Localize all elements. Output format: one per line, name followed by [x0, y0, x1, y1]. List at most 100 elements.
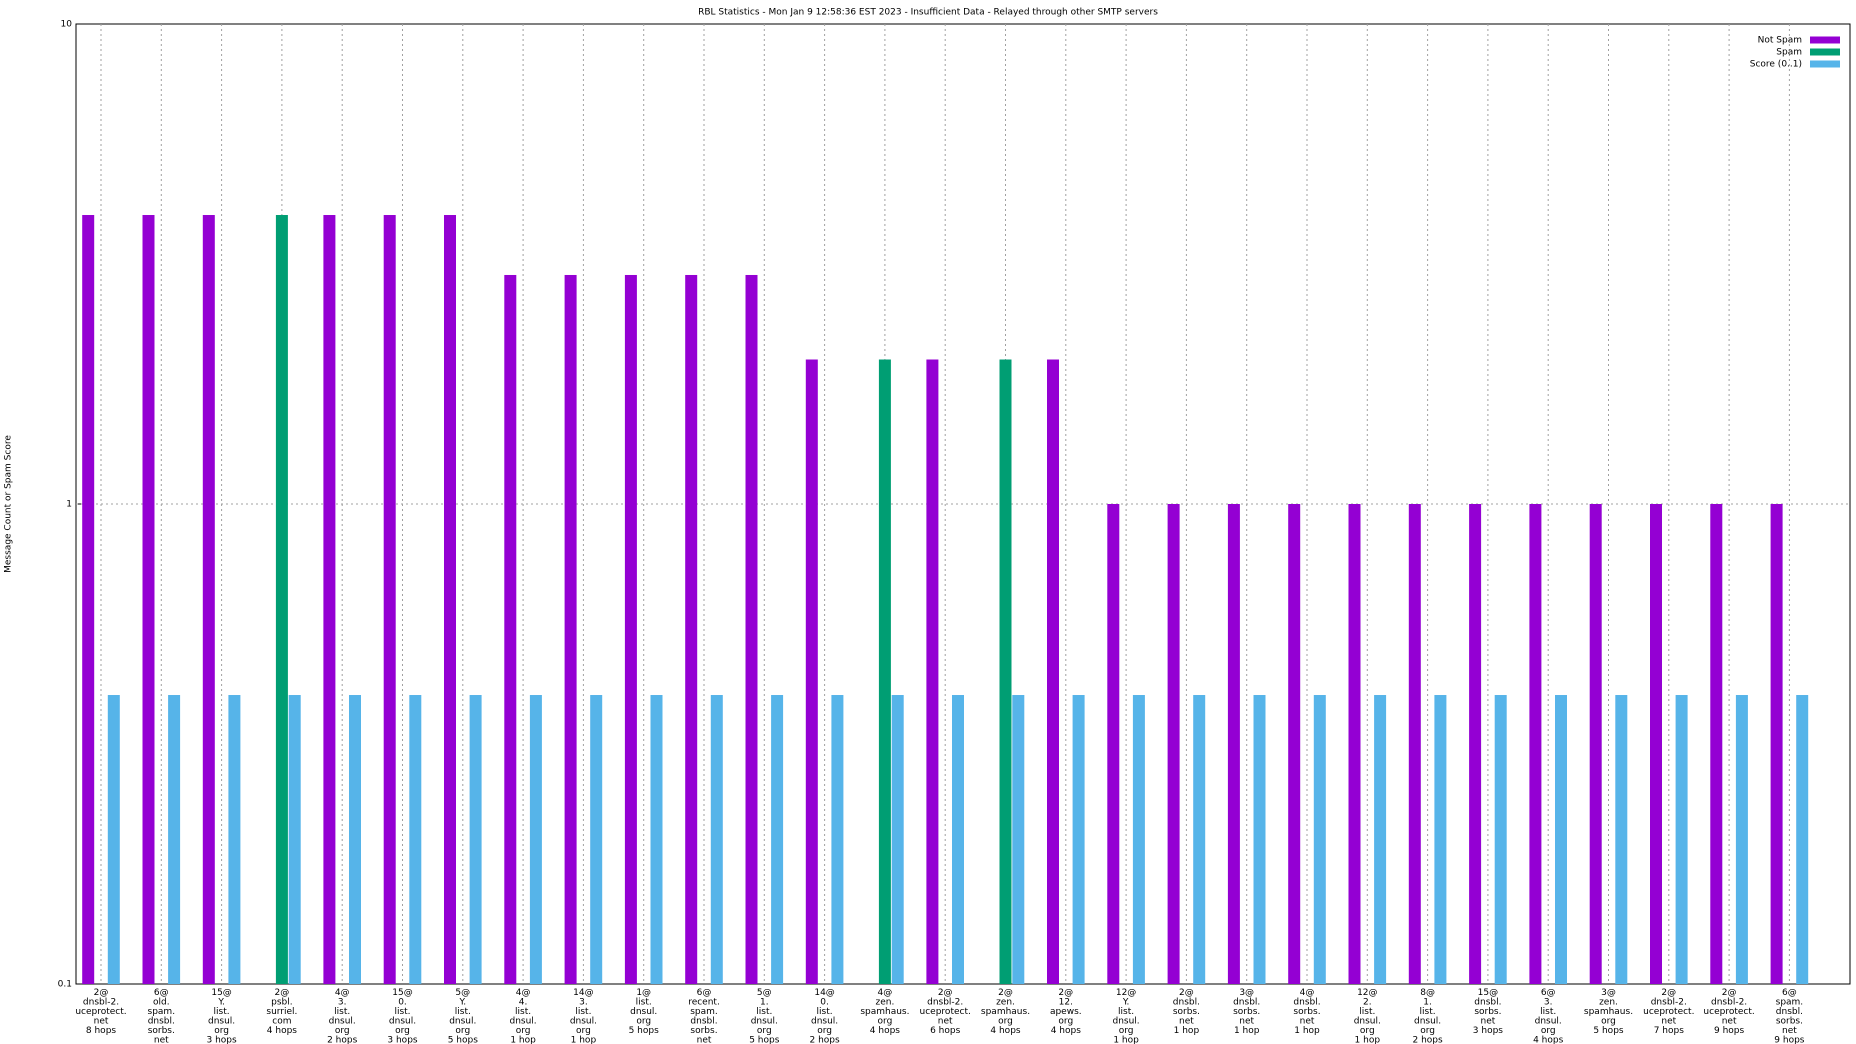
bar: [745, 274, 758, 984]
x-tick-label: 2@ dnsbl-2. uceprotect. net 8 hops: [75, 988, 126, 1036]
bar: [1615, 695, 1628, 984]
bar: [564, 274, 577, 984]
bar: [1253, 695, 1266, 984]
x-tick-label: 8@ 1. list. dnsul. org 2 hops: [1412, 988, 1443, 1044]
bar: [1167, 504, 1180, 984]
y-tick-label: 1: [66, 500, 72, 510]
bar: [409, 695, 422, 984]
x-tick-label: 4@ 4. list. dnsul. org 1 hop: [510, 988, 537, 1044]
bar: [1796, 695, 1809, 984]
bar: [1770, 504, 1783, 984]
x-tick-label: 2@ dnsbl. sorbs. net 1 hop: [1173, 988, 1200, 1036]
bar: [710, 695, 723, 984]
bar: [288, 695, 301, 984]
x-tick-label: 5@ Y. list. dnsul. org 5 hops: [448, 988, 479, 1044]
bar: [1555, 695, 1567, 984]
bar: [952, 695, 964, 984]
bar: [1469, 504, 1482, 984]
bar: [142, 215, 155, 984]
bar: [1227, 504, 1240, 984]
bar: [1675, 695, 1688, 984]
x-tick-label: 12@ 2. list. dnsul. org 1 hop: [1354, 988, 1381, 1044]
bar: [1047, 359, 1059, 984]
x-tick-label: 5@ 1. list. dnsul. org 5 hops: [749, 988, 780, 1044]
x-tick-label: 2@ dnsbl-2. uceprotect. net 6 hops: [920, 988, 971, 1036]
x-tick-label: 15@ Y. list. dnsul. org 3 hops: [206, 988, 237, 1044]
bar: [1012, 695, 1025, 984]
bar: [1650, 504, 1662, 984]
bar: [1288, 504, 1301, 984]
x-tick-label: 15@ 0. list. dnsul. org 3 hops: [387, 988, 418, 1044]
y-tick-label: 10: [61, 20, 73, 30]
bar: [1494, 695, 1507, 984]
bar: [650, 695, 663, 984]
bar: [1072, 695, 1085, 984]
bar: [805, 359, 818, 984]
bar: [529, 695, 542, 984]
legend-swatch: [1810, 60, 1840, 68]
x-tick-label: 1@ list. dnsul. org 5 hops: [629, 988, 660, 1036]
bar: [323, 215, 336, 984]
bar: [1710, 504, 1723, 984]
bar: [1589, 504, 1602, 984]
bar: [1107, 504, 1120, 984]
bar: [275, 215, 288, 984]
bar: [1348, 504, 1361, 984]
legend-label: Not Spam: [1758, 36, 1802, 46]
bar: [228, 695, 241, 984]
bar: [1735, 695, 1748, 984]
bar: [383, 215, 396, 984]
x-tick-label: 4@ zen. spamhaus. org 4 hops: [860, 988, 909, 1036]
x-tick-label: 4@ dnsbl. sorbs. net 1 hop: [1293, 988, 1320, 1036]
x-tick-label: 2@ dnsbl-2. uceprotect. net 7 hops: [1643, 988, 1694, 1036]
legend-label: Score (0..1): [1750, 60, 1802, 70]
y-axis-label: Message Count or Spam Score: [4, 435, 14, 573]
x-tick-label: 6@ spam. dnsbl. sorbs. net 9 hops: [1774, 988, 1805, 1044]
x-tick-label: 3@ dnsbl. sorbs. net 1 hop: [1233, 988, 1260, 1036]
x-tick-label: 2@ dnsbl-2. uceprotect. net 9 hops: [1703, 988, 1754, 1036]
bar: [891, 695, 904, 984]
bar: [926, 359, 939, 984]
x-tick-label: 6@ 3. list. dnsul. org 4 hops: [1533, 988, 1564, 1044]
x-tick-label: 3@ zen. spamhaus. org 5 hops: [1584, 988, 1633, 1036]
bar: [1313, 695, 1326, 984]
bar: [1408, 504, 1421, 984]
x-tick-label: 4@ 3. list. dnsul. org 2 hops: [327, 988, 358, 1044]
chart-title: RBL Statistics - Mon Jan 9 12:58:36 EST …: [698, 8, 1158, 18]
bar: [469, 695, 482, 984]
bar: [1132, 695, 1145, 984]
bar: [1193, 695, 1206, 984]
legend-swatch: [1810, 36, 1840, 44]
bar: [107, 695, 120, 984]
bar: [685, 274, 698, 984]
bar: [624, 274, 637, 984]
bar: [1529, 504, 1542, 984]
x-tick-label: 2@ zen. spamhaus. org 4 hops: [981, 988, 1030, 1036]
x-tick-label: 15@ dnsbl. sorbs. net 3 hops: [1473, 988, 1504, 1036]
bar: [999, 359, 1012, 984]
bar: [878, 359, 891, 984]
legend-swatch: [1810, 48, 1840, 56]
x-tick-label: 2@ 12. apews. org 4 hops: [1050, 988, 1082, 1036]
bar: [831, 695, 844, 984]
bar: [1434, 695, 1447, 984]
x-tick-label: 14@ 3. list. dnsul. org 1 hop: [570, 988, 597, 1044]
bar: [771, 695, 784, 984]
bar: [590, 695, 603, 984]
legend-label: Spam: [1776, 48, 1802, 58]
x-tick-label: 2@ psbl. surriel. com 4 hops: [266, 988, 297, 1036]
bar: [504, 274, 517, 984]
x-tick-label: 12@ Y. list. dnsul. org 1 hop: [1113, 988, 1140, 1044]
bar: [168, 695, 181, 984]
bar: [349, 695, 361, 984]
bar: [444, 215, 456, 984]
x-tick-label: 14@ 0. list. dnsul. org 2 hops: [809, 988, 840, 1044]
bar: [82, 215, 95, 984]
bar: [1374, 695, 1387, 984]
bar: [202, 215, 215, 984]
y-tick-label: 0.1: [58, 980, 72, 990]
